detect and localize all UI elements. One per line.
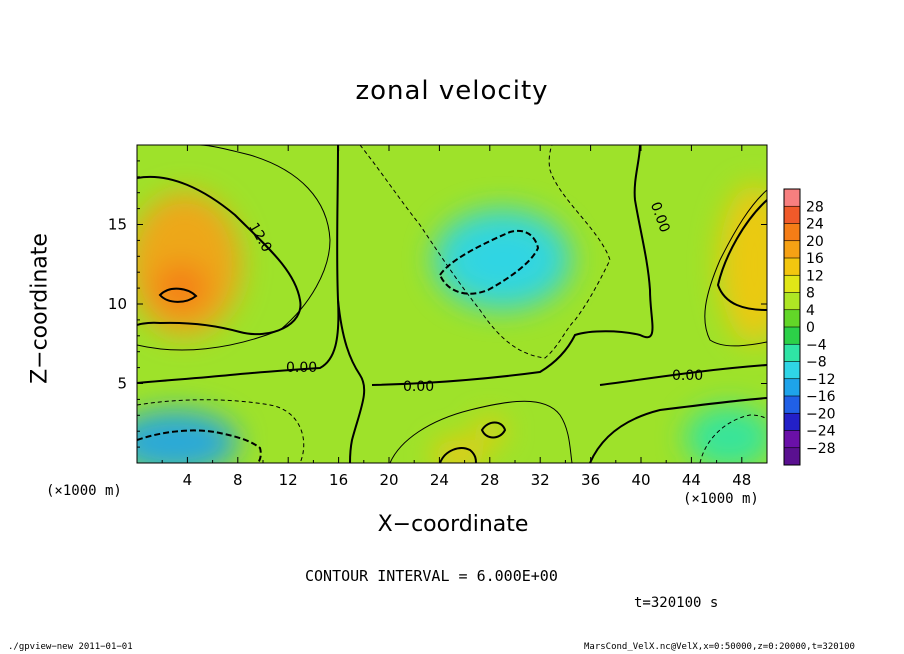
x-tick-label: 36 — [581, 471, 600, 489]
contour-zero-line-mid — [371, 145, 654, 386]
colorbar-swatch — [784, 447, 800, 466]
contour-neg6-central — [359, 145, 611, 359]
contour-label-zero-1: 0.00 — [286, 360, 317, 376]
colorbar-swatch — [784, 240, 800, 259]
colorbar-label: −4 — [806, 337, 827, 353]
x-tick-label: 40 — [631, 471, 650, 489]
colorbar-label: −28 — [806, 441, 836, 457]
colorbar-swatch — [784, 206, 800, 224]
x-tick-label: 16 — [329, 471, 348, 489]
x-tick-label: 44 — [682, 471, 701, 489]
colorbar-swatch — [784, 327, 800, 345]
colorbar-label: 28 — [806, 199, 824, 215]
y-tick-label: 15 — [108, 216, 127, 234]
contour-6-bottom — [389, 400, 573, 463]
colorbar-label: −24 — [806, 424, 836, 440]
colorbar-swatch — [784, 275, 800, 293]
contour-neg6-se — [699, 414, 767, 463]
x-axis: 4 8 12 16 20 24 28 32 36 40 44 48 — [161, 145, 751, 489]
footer-program: ./gpview−new 2011−01−01 — [8, 642, 133, 652]
contour-neg12-central — [438, 229, 540, 295]
contour-interval-note: CONTOUR INTERVAL = 6.000E+00 — [305, 567, 558, 585]
contour-label-zero-2: 0.00 — [403, 379, 434, 395]
colorbar-label: 0 — [806, 320, 815, 336]
x-tick-label: 48 — [732, 471, 751, 489]
contour-12-west — [137, 175, 302, 336]
heat-region-east-max — [719, 184, 767, 344]
plot-area — [137, 145, 767, 463]
colorbar-swatch — [784, 396, 800, 414]
colorbar-label: 8 — [806, 286, 815, 302]
contour-12-west-small — [158, 287, 198, 303]
x-unit-label-right: (×1000 m) — [683, 491, 759, 507]
colorbar-swatch — [784, 309, 800, 328]
x-tick-label: 28 — [480, 471, 499, 489]
contour-zero-line-lower — [337, 299, 366, 463]
contour-zero-line-east — [599, 364, 767, 386]
colorbar-label: 20 — [806, 234, 824, 250]
colorbar-label: −16 — [806, 389, 836, 405]
y-tick-label: 5 — [117, 375, 127, 393]
contour-zero-line-south — [589, 397, 767, 463]
colorbar-swatch — [784, 361, 800, 380]
y-axis-label: Z−coordinate — [27, 233, 53, 384]
x-tick-label: 20 — [379, 471, 398, 489]
x-tick-label: 24 — [430, 471, 449, 489]
x-tick-label: 32 — [531, 471, 550, 489]
colorbar-label: −12 — [806, 372, 836, 388]
footer-source: MarsCond_VelX.nc@VelX,x=0:50000,z=0:2000… — [584, 642, 855, 652]
colorbar-swatch — [784, 292, 800, 311]
contour-6-west — [137, 145, 331, 351]
contour-neg12-sw — [137, 429, 262, 463]
heat-region-bottom-max — [433, 439, 484, 463]
contour-zero-line — [137, 145, 340, 384]
x-tick-label: 12 — [279, 471, 298, 489]
contour-12-bottom — [439, 447, 477, 463]
heat-region-sw-min — [137, 410, 238, 463]
contour-12-east — [716, 199, 767, 311]
colorbar-label: −8 — [806, 355, 827, 371]
heat-region-central-min-core — [458, 234, 547, 285]
contour-neg6-sw — [137, 399, 305, 463]
x-tick-label: 8 — [233, 471, 243, 489]
colorbar-swatch — [784, 430, 800, 449]
contour-6-east — [704, 189, 767, 347]
x-tick-label: 4 — [183, 471, 193, 489]
colorbar-label: 16 — [806, 251, 824, 267]
y-axis: 5 10 15 — [108, 160, 767, 448]
colorbar-swatch — [784, 223, 800, 242]
colorbar-label: −20 — [806, 406, 836, 422]
colorbar-label: 12 — [806, 268, 824, 284]
time-stamp: t=320100 s — [634, 595, 719, 611]
colorbar-swatch — [784, 189, 800, 207]
x-unit-label-left: (×1000 m) — [46, 483, 122, 499]
colorbar-swatch — [784, 413, 800, 431]
x-axis-label: X−coordinate — [377, 512, 529, 537]
colorbar-label: 4 — [806, 303, 815, 319]
colorbar-swatch — [784, 378, 800, 397]
colorbar-label: 24 — [806, 217, 824, 233]
y-tick-label: 10 — [108, 295, 127, 313]
chart-title: zonal velocity — [355, 76, 549, 106]
contour-label-zero-3: 0.00 — [672, 368, 703, 384]
colorbar-swatch — [784, 344, 800, 362]
heat-region-se-min — [685, 405, 767, 463]
colorbar-swatch — [784, 258, 800, 276]
contour-12-bottom-small — [480, 421, 507, 439]
